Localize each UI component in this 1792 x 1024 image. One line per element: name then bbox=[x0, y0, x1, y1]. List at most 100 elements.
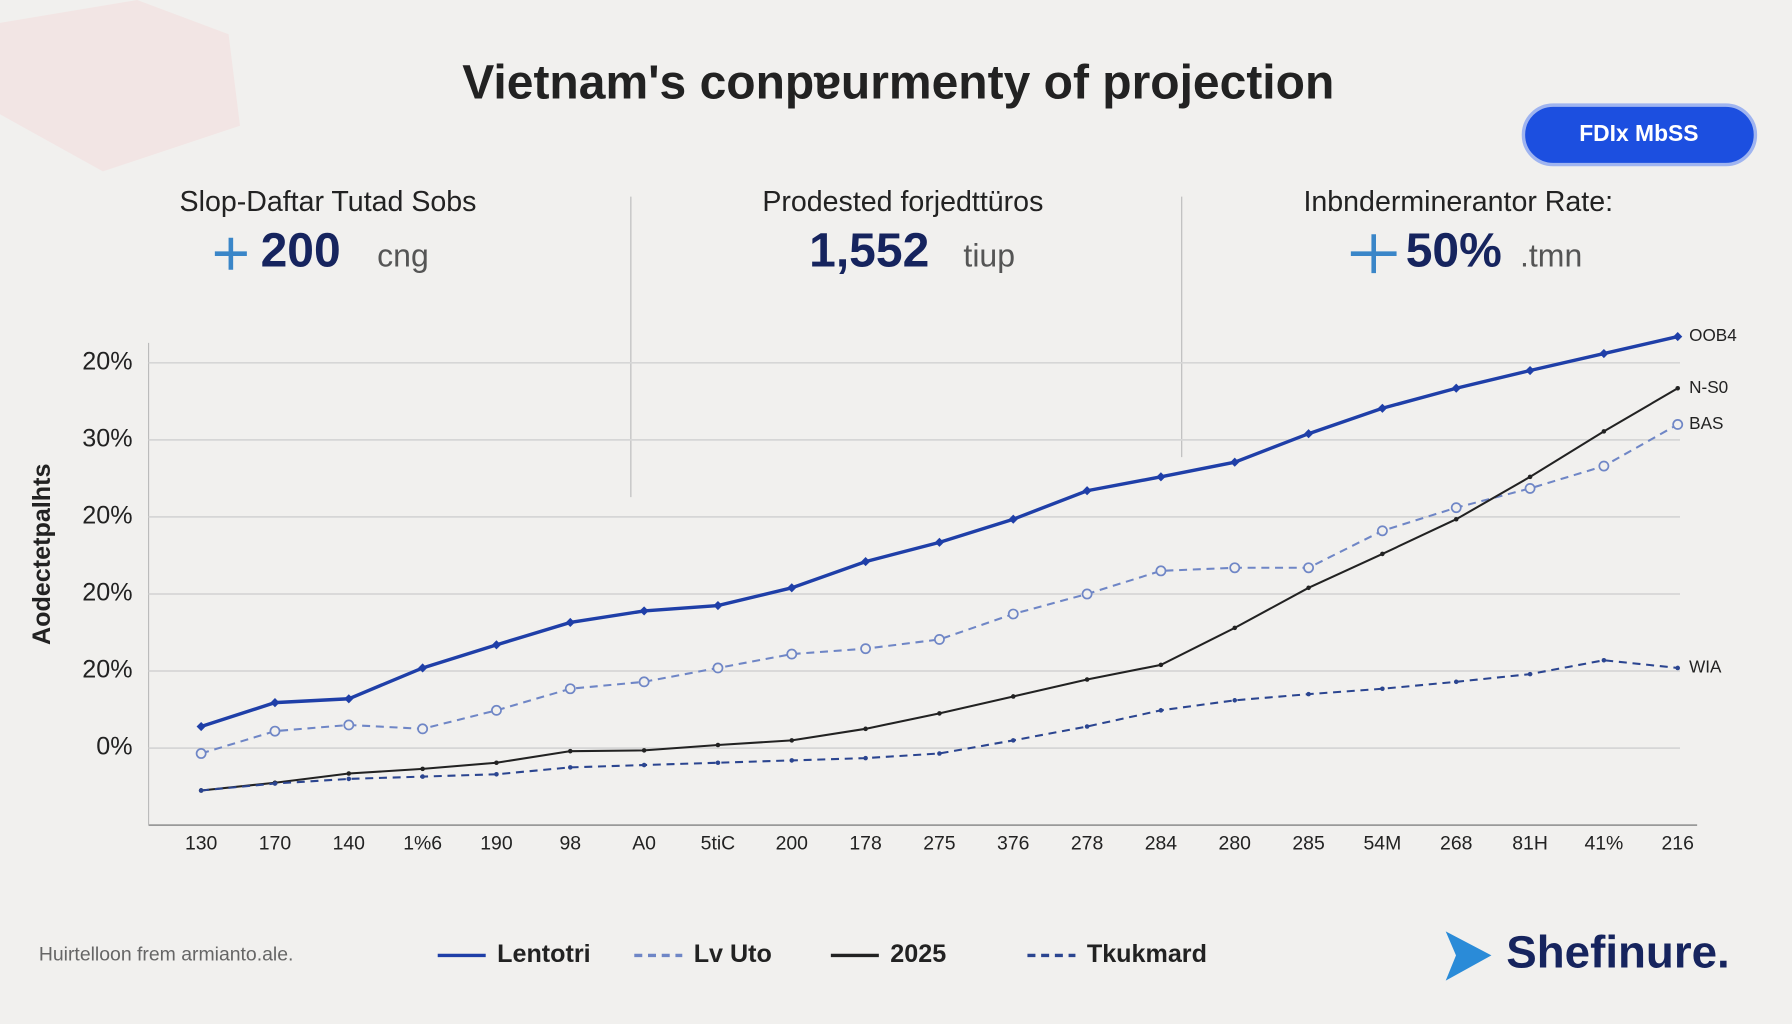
point bbox=[1155, 565, 1167, 577]
point bbox=[564, 683, 576, 695]
point bbox=[863, 726, 868, 732]
point bbox=[713, 600, 723, 611]
point bbox=[417, 723, 429, 735]
kpi-icon bbox=[214, 237, 247, 270]
point bbox=[638, 676, 650, 688]
kpi-unit: tiup bbox=[963, 238, 1015, 274]
kpi-title: Prodested forjedttüros bbox=[762, 186, 1043, 218]
point bbox=[786, 648, 798, 660]
point bbox=[1082, 486, 1092, 496]
point bbox=[1524, 482, 1536, 494]
point bbox=[269, 725, 281, 737]
legend-label: Tkukmard bbox=[1087, 940, 1207, 968]
y-tick-label: 30% bbox=[82, 425, 132, 453]
point bbox=[568, 748, 573, 754]
point bbox=[1158, 708, 1164, 713]
point bbox=[641, 762, 647, 768]
legend-label: 2025 bbox=[890, 940, 946, 968]
point bbox=[196, 721, 206, 732]
end-label: BAS bbox=[1689, 413, 1723, 433]
point bbox=[491, 704, 502, 716]
brand-logo bbox=[1445, 931, 1492, 981]
kpi-icon bbox=[1350, 234, 1397, 274]
x-tick-label: 54M bbox=[1364, 833, 1402, 855]
x-tick-label: 140 bbox=[333, 833, 366, 855]
point bbox=[420, 774, 425, 779]
y-tick-label: 20% bbox=[82, 656, 132, 684]
x-tick-label: 130 bbox=[185, 833, 218, 855]
kpi-unit: cng bbox=[377, 238, 429, 274]
kpi-unit: .tmn bbox=[1520, 238, 1582, 274]
y-tick-label: 20% bbox=[82, 502, 132, 530]
point bbox=[1008, 514, 1018, 524]
end-label: OOB4 bbox=[1689, 325, 1737, 345]
x-tick-label: 190 bbox=[480, 833, 513, 855]
point bbox=[418, 663, 428, 673]
x-tick-label: 268 bbox=[1440, 833, 1472, 855]
point bbox=[1376, 525, 1388, 537]
point bbox=[1675, 385, 1680, 391]
x-tick-label: 280 bbox=[1219, 833, 1252, 855]
badge[interactable] bbox=[1521, 103, 1758, 167]
point bbox=[1598, 460, 1610, 472]
point bbox=[863, 755, 868, 761]
point bbox=[346, 771, 352, 776]
brand: Shefinure. bbox=[1506, 927, 1729, 978]
x-tick-label: 275 bbox=[923, 833, 955, 855]
point bbox=[1229, 562, 1241, 574]
point bbox=[1303, 562, 1314, 574]
badge-text[interactable]: FDIx MbSS bbox=[1579, 120, 1698, 146]
line bbox=[201, 659, 1678, 792]
point bbox=[1377, 403, 1387, 413]
point bbox=[420, 766, 425, 772]
point bbox=[1453, 679, 1459, 685]
point bbox=[1084, 724, 1090, 729]
point bbox=[1451, 383, 1461, 393]
point bbox=[789, 758, 795, 763]
kpi-title: Inbnderminerantor Rate: bbox=[1303, 186, 1613, 218]
point bbox=[1081, 588, 1093, 600]
point bbox=[1158, 662, 1164, 668]
point bbox=[1304, 429, 1314, 439]
point bbox=[937, 711, 942, 716]
point bbox=[568, 765, 573, 770]
x-tick-label: 376 bbox=[997, 833, 1029, 855]
point bbox=[1232, 698, 1238, 703]
point bbox=[1601, 657, 1607, 663]
decor bbox=[0, 0, 240, 172]
point bbox=[1380, 686, 1385, 692]
y-axis-label: Aodectetpalhts bbox=[28, 464, 56, 645]
point bbox=[860, 643, 872, 655]
point bbox=[1010, 738, 1016, 743]
x-tick-label: 200 bbox=[776, 833, 809, 855]
point bbox=[1675, 665, 1680, 671]
legend-label: Lv Uto bbox=[694, 940, 772, 968]
point bbox=[933, 634, 945, 645]
point bbox=[715, 742, 721, 748]
point bbox=[1007, 608, 1019, 620]
point bbox=[715, 760, 721, 766]
x-tick-label: A0 bbox=[632, 833, 656, 855]
kpi-title: Slop-Daftar Tutad Sobs bbox=[180, 186, 477, 218]
point bbox=[787, 583, 797, 593]
point bbox=[1525, 365, 1535, 376]
title: Vietnam's conpɐurmenty of projection bbox=[462, 56, 1334, 109]
point bbox=[198, 788, 204, 793]
point bbox=[195, 748, 207, 759]
point bbox=[1673, 332, 1683, 342]
line bbox=[200, 423, 1679, 755]
point bbox=[343, 719, 355, 731]
point bbox=[346, 776, 352, 782]
point bbox=[565, 617, 575, 628]
point bbox=[1380, 551, 1385, 557]
kpi-value: 50% bbox=[1406, 224, 1502, 277]
x-tick-label: 278 bbox=[1071, 833, 1103, 855]
point bbox=[1527, 671, 1533, 677]
legend-label: Lentotri bbox=[497, 940, 591, 968]
y-tick-label: 0% bbox=[96, 733, 132, 761]
end-label: N-S0 bbox=[1689, 377, 1728, 397]
point bbox=[1306, 691, 1311, 697]
x-tick-label: 81H bbox=[1512, 833, 1548, 855]
